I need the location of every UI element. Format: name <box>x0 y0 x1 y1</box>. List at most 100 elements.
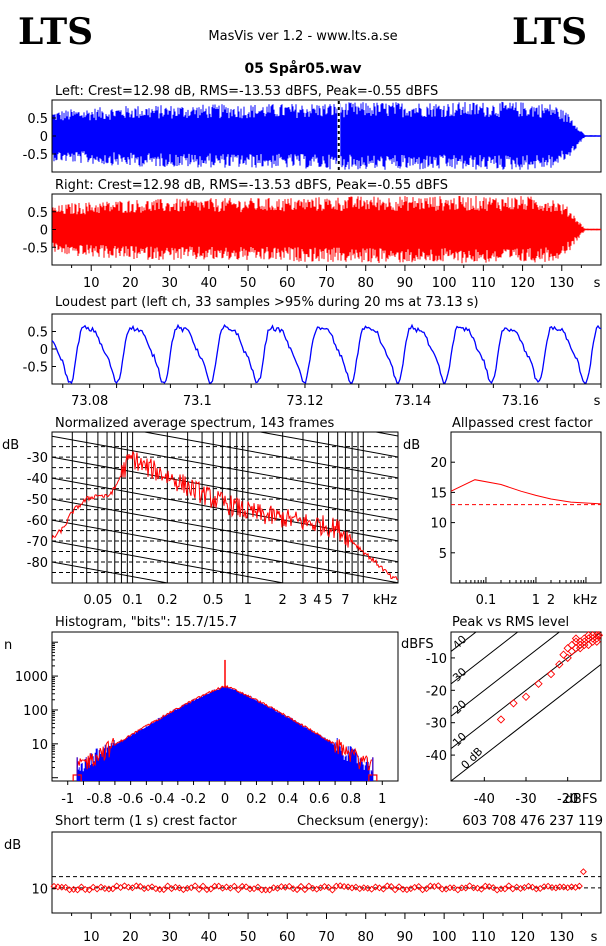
spectrum-chart: dB -30 -40 -50 -60 -70 -80 0.05 0.1 0.2 0.5 1 2 3 4 5 7 k… <box>2 431 399 608</box>
short-term-x-label: 30 <box>161 930 178 945</box>
checksum-label: Checksum (energy): <box>297 814 429 829</box>
histogram-x-label: -0.2 <box>181 792 206 807</box>
right-waveform-x-label: 130 <box>549 276 574 291</box>
spectrum-slope-line <box>52 498 398 563</box>
right-waveform-x-label: 10 <box>83 276 100 291</box>
allpassed-frame <box>450 431 602 584</box>
short-term-point <box>238 882 246 890</box>
peak-rms-point <box>496 715 506 724</box>
right-waveform-x-label: 70 <box>318 276 335 291</box>
histogram-x-label: 0.2 <box>246 792 267 807</box>
spectrum-x-label: 3 <box>299 593 307 608</box>
histogram-x-label: -0.6 <box>118 792 143 807</box>
allpassed-x-label: 1 <box>532 593 540 608</box>
short-term-point <box>109 885 117 893</box>
short-term-point <box>81 886 89 893</box>
spectrum-y-label: -60 <box>27 514 48 529</box>
histogram-y-label: 100 <box>23 704 48 719</box>
loudest-part-chart: 0.5 0 -0.5 73.08 73.1 73.12 73.14 73.16 s <box>23 313 602 409</box>
short-term-point <box>325 883 332 891</box>
short-term-point <box>297 882 305 890</box>
short-term-point <box>501 885 509 893</box>
peak-rms-point <box>509 699 518 708</box>
loudest-x-label: 73.08 <box>71 394 108 409</box>
histogram-chart: n 1000 100 10 -1 -0.8 -0.6 -0.4 -0.2 0 0.2 0.4 0.6 0.… <box>4 631 399 807</box>
short-term-x-label: 100 <box>432 930 457 945</box>
allpassed-y-label: 20 <box>430 456 447 471</box>
short-term-crest-chart: dB 10 10 20 30 40 50 60 70 80 90 100 110 120 130 s <box>4 831 602 945</box>
allpassed-y-label: 15 <box>430 486 447 501</box>
short-term-point <box>399 885 407 893</box>
left-waveform-y-label: -0.5 <box>23 148 48 163</box>
short-term-point <box>74 886 81 894</box>
spectrum-curve <box>52 451 398 581</box>
short-term-point <box>211 882 219 890</box>
short-term-point <box>195 885 203 893</box>
loudest-y-label: 0.5 <box>27 326 48 341</box>
short-term-point <box>540 883 548 891</box>
peak-rms-diagonal <box>451 632 601 750</box>
spectrum-frame <box>51 431 399 584</box>
spectrum-slope-line <box>52 477 398 542</box>
histogram-x-label: 0 <box>221 792 229 807</box>
allpassed-y-label: 10 <box>430 517 447 532</box>
spectrum-title: Normalized average spectrum, 143 frames <box>55 416 334 431</box>
spectrum-y-unit: dB <box>2 438 19 453</box>
right-waveform-title: Right: Crest=12.98 dB, RMS=-13.53 dBFS, … <box>55 178 448 193</box>
allpassed-x-unit: kHz <box>573 593 597 608</box>
peak-rms-point <box>534 679 543 688</box>
logo-right: LTS <box>512 11 587 53</box>
app-title: MasVis ver 1.2 - www.lts.a.se <box>208 29 397 44</box>
peak-rms-lines <box>451 632 601 781</box>
right-waveform-x-label: 80 <box>357 276 374 291</box>
histogram-x-label: 0.4 <box>278 792 299 807</box>
short-term-point <box>77 883 85 891</box>
spectrum-slope-line <box>141 432 398 479</box>
histogram-x-label: 0.6 <box>309 792 330 807</box>
short-term-point <box>246 885 254 893</box>
short-term-point <box>415 883 423 890</box>
loudest-y-label: -0.5 <box>23 361 48 376</box>
spectrum-y-label: -50 <box>27 493 48 508</box>
histogram-y-label: 10 <box>31 738 48 753</box>
loudest-x-label: 73.14 <box>394 394 431 409</box>
short-term-x-label: 110 <box>471 930 496 945</box>
short-term-x-label: 50 <box>240 930 257 945</box>
left-waveform-y-label: 0.5 <box>27 112 48 127</box>
histogram-x-label: 0.8 <box>340 792 361 807</box>
peak-rms-x-label: -40 <box>474 792 495 807</box>
short-term-point <box>434 882 442 890</box>
short-term-point <box>379 885 387 893</box>
spectrum-slope-line <box>52 519 398 583</box>
short-term-point <box>391 886 399 894</box>
short-term-point <box>532 885 540 893</box>
peak-rms-diagonal <box>451 632 519 685</box>
short-term-point <box>548 884 556 891</box>
short-term-x-label: 20 <box>122 930 139 945</box>
peak-rms-y-label: -40 <box>426 749 447 764</box>
loudest-y-label: 0 <box>40 343 48 358</box>
short-term-point <box>191 882 199 890</box>
peak-rms-x-unit: dBFS <box>565 792 598 807</box>
short-term-point <box>458 884 466 892</box>
right-waveform-y-label: -0.5 <box>23 241 48 256</box>
short-term-point <box>258 886 266 894</box>
short-term-x-label: 90 <box>397 930 414 945</box>
short-term-point <box>293 886 301 894</box>
short-term-x-label: 40 <box>201 930 218 945</box>
peak-rms-x-label: -30 <box>515 792 536 807</box>
peak-rms-y-unit: dBFS <box>401 637 434 652</box>
short-term-point <box>556 883 564 891</box>
right-waveform-x-label: 50 <box>240 276 257 291</box>
short-term-frame <box>51 831 602 914</box>
spectrum-y-label: -40 <box>27 472 48 487</box>
short-term-y-label: 10 <box>31 883 48 898</box>
peak-rms-y-label: -30 <box>426 717 447 732</box>
right-waveform-x-label: 40 <box>201 276 218 291</box>
histogram-y-label: 1000 <box>15 670 48 685</box>
short-term-x-label: 10 <box>83 930 100 945</box>
histogram-x-label: -1 <box>61 792 74 807</box>
short-term-point <box>387 883 395 890</box>
peak-rms-y-label: -10 <box>426 652 447 667</box>
